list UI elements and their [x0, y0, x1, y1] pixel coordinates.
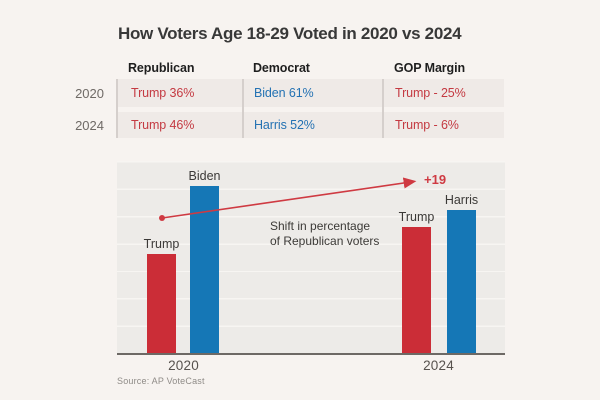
- column-header-democrat: Democrat: [253, 61, 310, 75]
- cell-gop-margin-2024: Trump - 6%: [395, 118, 459, 132]
- x-tick-2020: 2020: [168, 358, 199, 373]
- annotation-line-2: of Republican voters: [270, 234, 380, 248]
- bar-trump-2020: Trump: [144, 237, 179, 353]
- bar-label-biden-2020: Biden: [188, 169, 221, 183]
- column-header-gop-margin: GOP Margin: [394, 61, 466, 75]
- cell-democrat-2020: Biden 61%: [254, 86, 314, 100]
- table-row-2020-band: [117, 79, 504, 107]
- bar-harris-2024: Harris: [445, 193, 478, 353]
- bar-label-trump-2024: Trump: [398, 210, 435, 224]
- cell-republican-2020: Trump 36%: [131, 86, 195, 100]
- shift-value-label: +19: [424, 172, 447, 187]
- cell-democrat-2024: Harris 52%: [254, 118, 315, 132]
- table-divider: [242, 79, 244, 138]
- arrow-start-dot: [159, 215, 165, 221]
- x-tick-2024: 2024: [423, 358, 454, 373]
- row-label-2020: 2020: [75, 86, 104, 101]
- source-credit: Source: AP VoteCast: [117, 376, 205, 386]
- bar-chart-plot-area: Trump Biden Trump Harris +19 Shift in pe…: [117, 161, 505, 355]
- bar-trump-2024: Trump: [399, 210, 434, 353]
- bar-label-harris-2024: Harris: [444, 193, 479, 207]
- bar-label-trump-2020: Trump: [143, 237, 180, 251]
- table-divider: [382, 79, 384, 138]
- annotation-line-1: Shift in percentage: [270, 219, 371, 233]
- row-label-2024: 2024: [75, 118, 104, 133]
- chart-annotation: Shift in percentage of Republican voters: [270, 219, 379, 249]
- table-row-2024-band: [117, 112, 504, 138]
- bar-biden-2020: Biden: [189, 169, 220, 353]
- table-divider: [116, 79, 118, 138]
- chart-title: How Voters Age 18-29 Voted in 2020 vs 20…: [118, 24, 462, 43]
- cell-republican-2024: Trump 46%: [131, 118, 195, 132]
- cell-gop-margin-2020: Trump - 25%: [395, 86, 466, 100]
- column-header-republican: Republican: [128, 61, 195, 75]
